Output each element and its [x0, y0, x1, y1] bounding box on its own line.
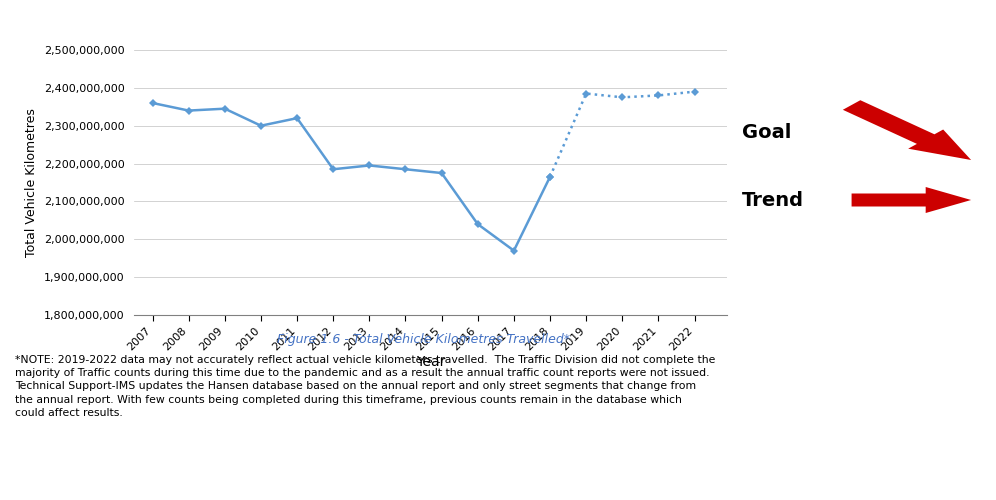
Text: Figure 1.6 - Total Vehicle Kilometres Travelled*: Figure 1.6 - Total Vehicle Kilometres Tr…	[277, 332, 570, 345]
Text: Goal: Goal	[742, 123, 792, 142]
X-axis label: Year: Year	[416, 356, 445, 370]
Text: Trend: Trend	[742, 190, 804, 210]
Text: *NOTE: 2019-2022 data may not accurately reflect actual vehicle kilometers trave: *NOTE: 2019-2022 data may not accurately…	[15, 355, 715, 418]
Y-axis label: Total Vehicle Kilometres: Total Vehicle Kilometres	[26, 108, 39, 257]
